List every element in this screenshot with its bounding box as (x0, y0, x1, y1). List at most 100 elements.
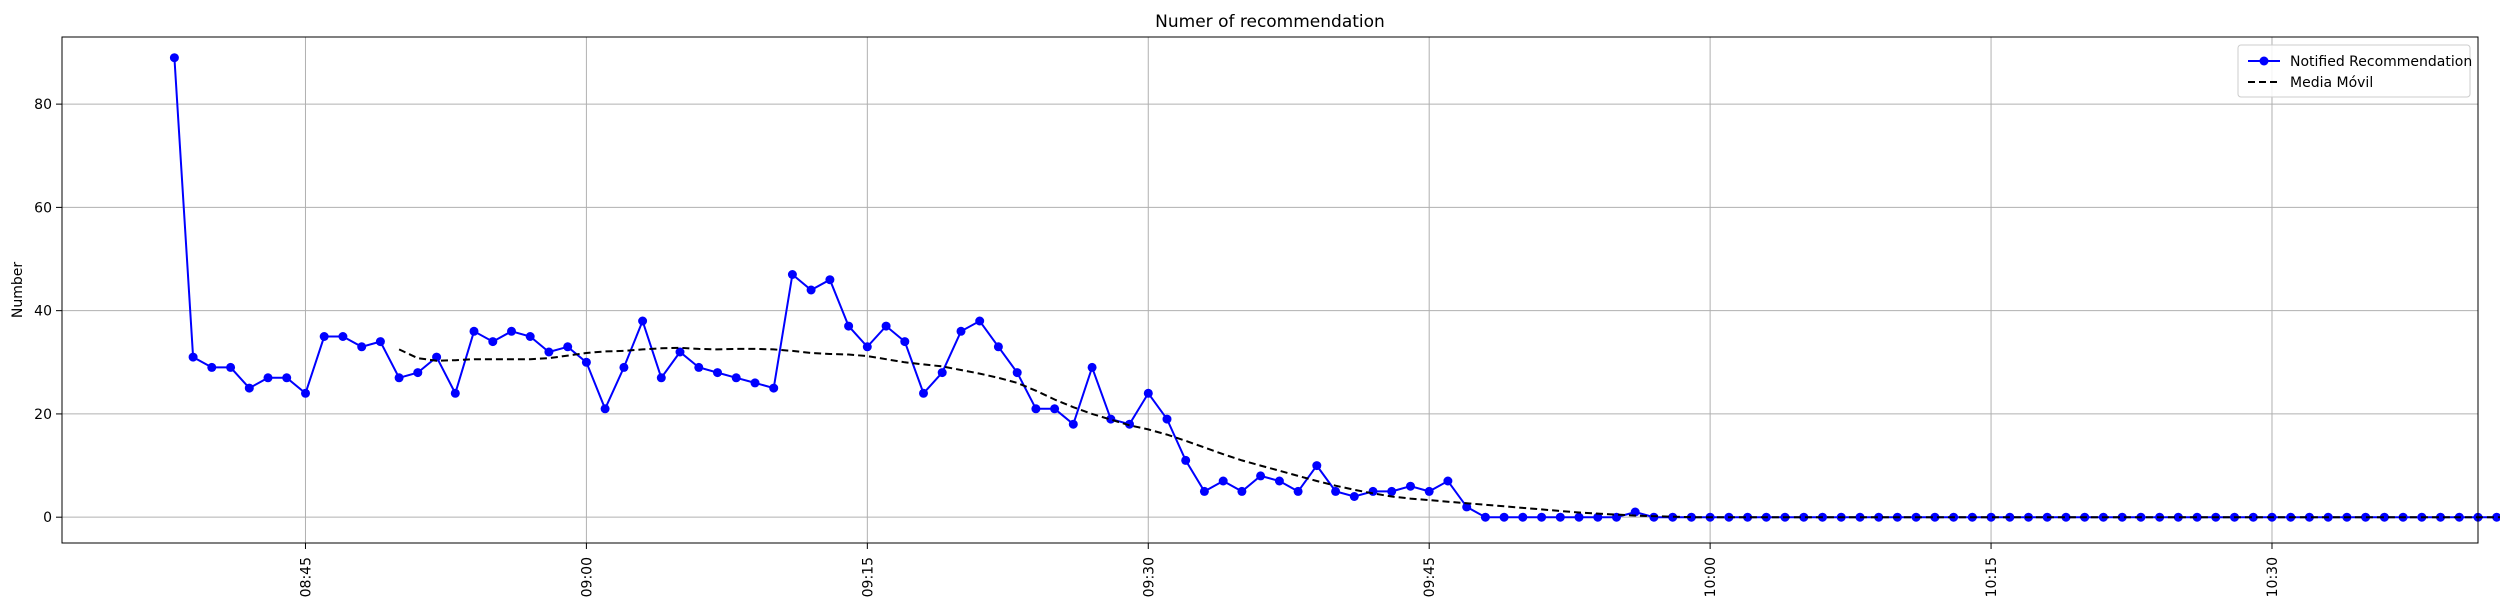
data-point (1199, 486, 1209, 496)
data-point (1480, 512, 1490, 522)
data-point (600, 404, 610, 414)
data-point (394, 373, 404, 383)
data-point (1686, 512, 1696, 522)
data-point (525, 332, 535, 341)
plot-frame (61, 36, 2479, 544)
y-tick-label: 20 (34, 407, 52, 423)
data-point (1668, 512, 1678, 522)
data-point (1537, 512, 1547, 522)
data-point (1368, 486, 1378, 496)
data-point (1312, 461, 1322, 471)
y-tick-label: 60 (34, 200, 52, 216)
x-tick-label: 7 09:15 (860, 557, 876, 600)
data-point (488, 337, 498, 347)
legend-label: Media Móvil (2290, 75, 2373, 91)
data-point (375, 337, 385, 347)
data-point (713, 368, 722, 378)
data-point (282, 373, 292, 383)
data-point (1593, 512, 1603, 522)
data-point (769, 383, 779, 393)
data-point (993, 342, 1003, 352)
data-point (450, 388, 460, 398)
data-point (1574, 512, 1584, 522)
x-tick-label: 7 10:15 (1984, 557, 2000, 600)
data-point (1349, 492, 1359, 501)
data-point (1031, 404, 1041, 414)
data-point (263, 373, 273, 383)
data-point (731, 373, 741, 383)
data-point (1874, 512, 1884, 522)
y-axis-label: Number (10, 262, 26, 318)
data-point (919, 388, 928, 398)
data-point (825, 275, 835, 285)
legend-box (2237, 44, 2471, 98)
data-point (2379, 512, 2389, 522)
data-point (1125, 419, 1134, 429)
data-point (469, 326, 479, 336)
data-point (1162, 414, 1172, 424)
data-point (1143, 388, 1153, 398)
data-point (338, 332, 348, 341)
data-point (432, 352, 442, 362)
axes: 0 20 40 60 80 7 08:45 7 09:00 7 09:15 7 09:30 7 0… (34, 97, 2281, 600)
data-point (319, 332, 329, 341)
data-point (2436, 512, 2445, 522)
data-point (1256, 471, 1266, 481)
series-layer (169, 53, 2500, 522)
data-point (2361, 512, 2371, 522)
data-point (694, 362, 704, 372)
data-point (1106, 414, 1116, 424)
x-tick-label: 7 10:30 (2265, 557, 2281, 600)
data-point (1274, 476, 1284, 486)
legend-label: Notified Recommendation (2290, 54, 2472, 70)
data-point (357, 342, 367, 352)
data-point (862, 342, 872, 352)
data-point (1181, 455, 1191, 465)
data-point (638, 316, 648, 326)
data-point (169, 53, 179, 63)
data-point (563, 342, 573, 352)
data-point (844, 321, 854, 331)
legend-marker (2259, 56, 2269, 66)
data-point (2173, 512, 2183, 522)
series-line-media-m-vil (398, 346, 2500, 519)
data-point (1930, 512, 1940, 522)
data-point (301, 388, 310, 398)
chart-title: Numer of recommendation (1155, 12, 1385, 32)
legend: Notified Recommendation Media Móvil (2237, 44, 2472, 98)
data-point (750, 378, 760, 388)
data-point (2492, 512, 2500, 522)
data-point (2061, 512, 2071, 522)
data-point (1050, 404, 1060, 414)
x-tick-label: 7 09:45 (1422, 557, 1438, 600)
data-point (507, 326, 516, 336)
x-tick-label: 7 10:00 (1703, 557, 1719, 600)
x-tick-label: 7 09:00 (579, 557, 595, 600)
data-point (1518, 512, 1528, 522)
data-point (544, 347, 554, 357)
data-point (244, 383, 254, 393)
data-point (2304, 512, 2314, 522)
data-point (881, 321, 891, 331)
data-point (1555, 512, 1565, 522)
data-point (619, 362, 629, 372)
data-point (1743, 512, 1753, 522)
data-point (1293, 486, 1303, 496)
data-point (581, 357, 591, 367)
data-point (975, 316, 985, 326)
data-point (226, 362, 236, 372)
data-point (1406, 481, 1415, 491)
x-tick-label: 7 09:30 (1141, 557, 1157, 600)
data-point (656, 373, 666, 383)
y-tick-label: 40 (34, 304, 52, 320)
data-point (900, 337, 910, 347)
data-point (2192, 512, 2202, 522)
data-point (1986, 512, 1996, 522)
data-point (1443, 476, 1453, 486)
data-point (675, 347, 685, 357)
data-point (787, 270, 797, 279)
data-point (2117, 512, 2127, 522)
data-point (1237, 486, 1247, 496)
